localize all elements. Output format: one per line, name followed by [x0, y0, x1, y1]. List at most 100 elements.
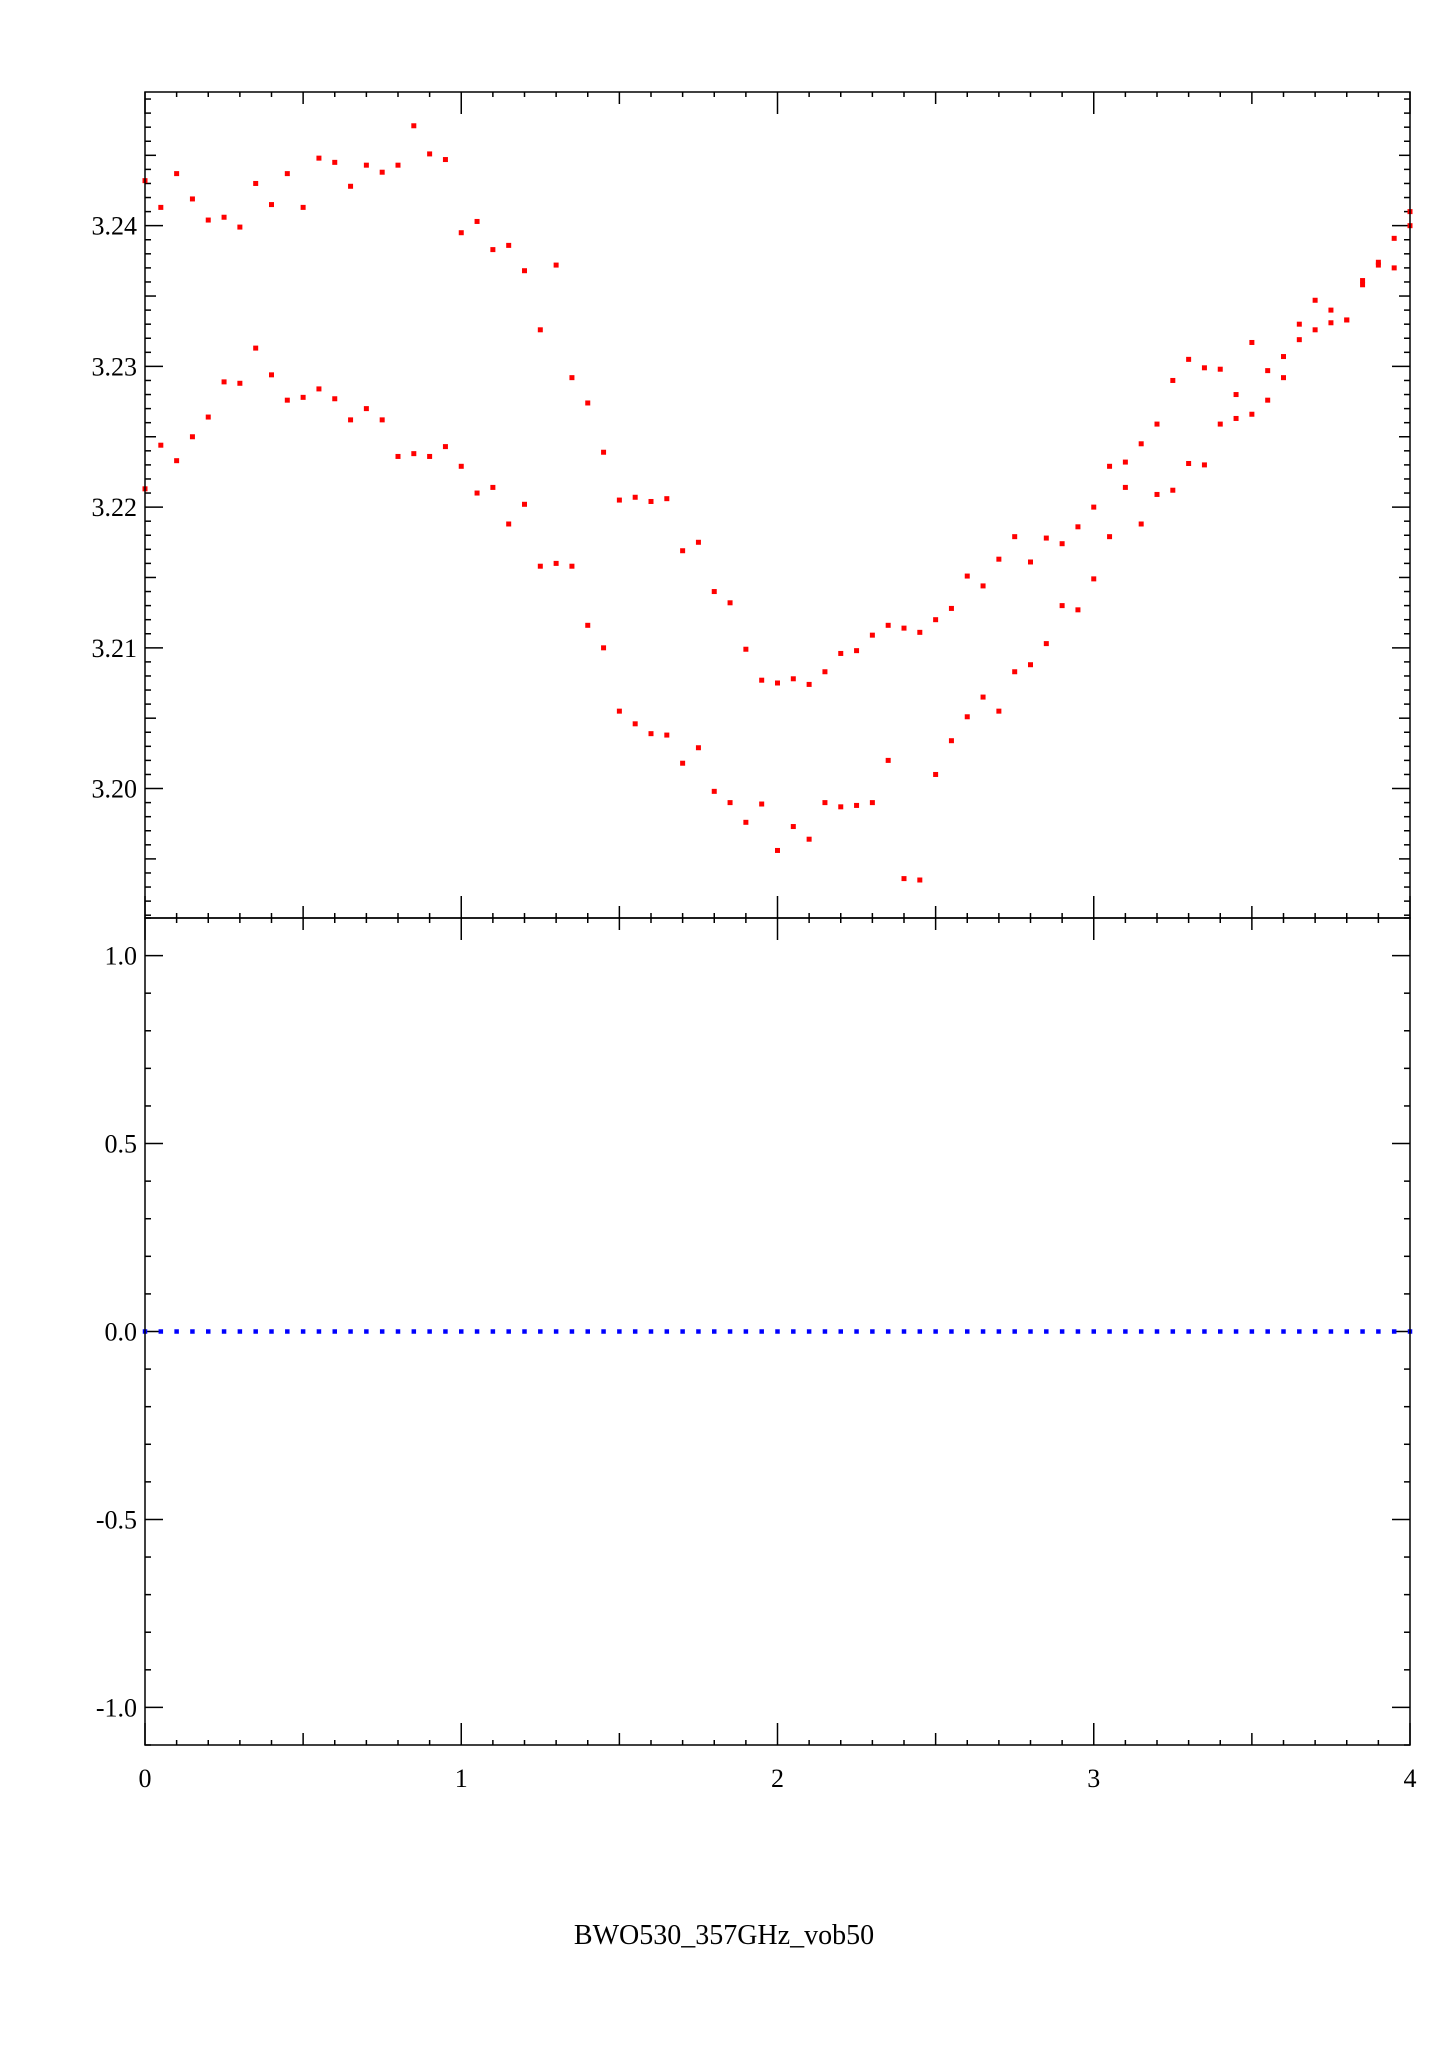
x-tick-label: 3: [1087, 1764, 1100, 1793]
data-point: [964, 714, 970, 720]
residual-point: [743, 1329, 749, 1334]
data-point: [1012, 534, 1018, 540]
residual-point: [1107, 1329, 1112, 1334]
top-panel-data-points: [142, 123, 1413, 883]
residual-point: [664, 1329, 670, 1334]
residual-point: [1202, 1329, 1207, 1334]
data-point: [996, 556, 1002, 562]
data-point: [1296, 321, 1302, 327]
data-point: [1281, 354, 1286, 360]
residual-point: [1091, 1329, 1096, 1334]
residual-point: [316, 1329, 322, 1334]
residual-point: [822, 1329, 828, 1334]
data-point: [427, 151, 433, 157]
data-point: [664, 732, 670, 738]
data-point: [537, 327, 543, 333]
residual-point: [190, 1329, 195, 1334]
data-point: [1186, 356, 1192, 362]
data-point: [711, 589, 717, 595]
data-point: [917, 877, 923, 883]
x-tick-label: 0: [139, 1764, 152, 1793]
residual-point: [1376, 1329, 1381, 1334]
residual-point: [1218, 1329, 1223, 1334]
data-point: [854, 802, 860, 808]
data-point: [601, 645, 607, 651]
data-point: [205, 217, 211, 223]
data-point: [980, 694, 986, 700]
data-point: [221, 379, 227, 385]
data-point: [1043, 641, 1049, 647]
data-point: [1233, 415, 1239, 421]
data-point: [284, 171, 290, 177]
data-point: [616, 497, 622, 503]
data-point: [838, 804, 844, 810]
residual-point: [1297, 1329, 1302, 1334]
residual-point: [1059, 1329, 1065, 1334]
residual-point: [806, 1329, 812, 1334]
bottom-panel-tick-labels: -1.0 -0.5 0.0 0.5 1.0 0 1 2 3 4: [96, 942, 1417, 1793]
data-point: [1375, 259, 1381, 265]
residual-point: [1123, 1329, 1128, 1334]
residual-point: [158, 1329, 164, 1334]
residual-point: [601, 1329, 606, 1334]
residual-point: [553, 1329, 559, 1334]
residual-point: [221, 1329, 227, 1334]
data-point: [1265, 368, 1271, 374]
data-point: [474, 218, 480, 224]
data-point: [885, 622, 891, 628]
data-point: [695, 539, 701, 545]
data-point: [300, 394, 306, 400]
residual-point: [569, 1329, 575, 1334]
x-tick-label: 1: [455, 1764, 468, 1793]
top-panel-tick-labels: 3.20 3.21 3.22 3.23 3.24: [92, 212, 138, 804]
residual-point: [1044, 1329, 1049, 1334]
residual-point: [474, 1329, 480, 1334]
y-tick-label: -0.5: [96, 1505, 137, 1534]
data-point: [569, 563, 575, 569]
data-point: [316, 386, 322, 392]
data-point: [1217, 366, 1223, 372]
data-point: [332, 396, 338, 402]
residual-point: [712, 1329, 717, 1334]
data-point: [1360, 282, 1366, 288]
data-point: [806, 836, 812, 842]
data-point: [1375, 262, 1381, 268]
bottom-panel-residual-points: [142, 1329, 1413, 1334]
data-point: [490, 247, 496, 253]
data-point: [1138, 521, 1144, 527]
data-point: [458, 463, 464, 469]
data-point: [822, 669, 828, 675]
data-point: [237, 224, 243, 230]
data-point: [395, 162, 401, 168]
data-point: [1360, 278, 1366, 284]
y-tick-label: 3.20: [92, 775, 138, 804]
data-point: [1170, 377, 1176, 383]
residual-point: [1281, 1329, 1286, 1334]
data-point: [442, 157, 448, 163]
data-point: [1138, 441, 1144, 447]
data-point: [695, 745, 701, 751]
data-point: [806, 681, 812, 687]
x-tick-label: 4: [1404, 1764, 1417, 1793]
residual-point: [791, 1329, 796, 1334]
residual-point: [933, 1329, 938, 1334]
data-point: [363, 162, 369, 168]
data-point: [1059, 541, 1065, 547]
data-point: [1249, 411, 1255, 417]
data-point: [1028, 559, 1033, 565]
data-point: [711, 788, 717, 794]
figure-caption: BWO530_357GHz_vob50: [573, 1920, 875, 1951]
residual-point: [348, 1329, 353, 1334]
data-point: [616, 708, 622, 714]
residual-point: [759, 1329, 764, 1334]
data-point: [363, 406, 369, 412]
data-point: [1249, 339, 1255, 345]
data-point: [348, 183, 354, 189]
data-point: [506, 242, 512, 248]
residual-point: [901, 1329, 907, 1334]
residual-point: [427, 1329, 432, 1334]
data-point: [885, 757, 891, 763]
data-point: [933, 617, 939, 623]
data-point: [869, 632, 875, 638]
